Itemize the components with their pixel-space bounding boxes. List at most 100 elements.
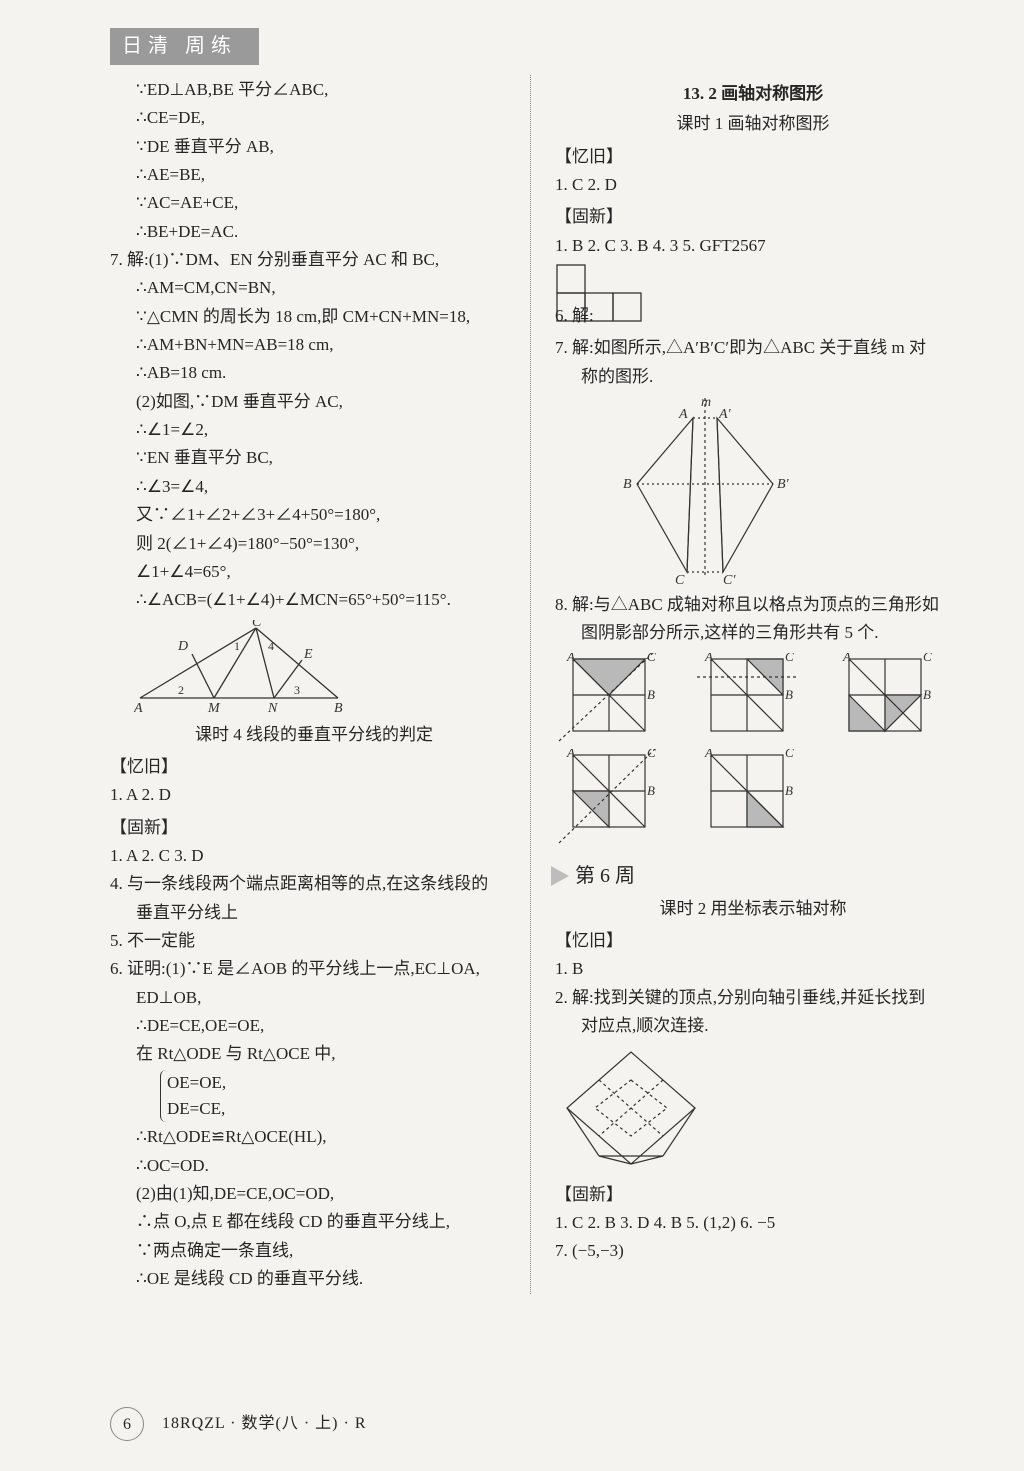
answer-row: 1. A 2. C 3. D — [110, 843, 518, 869]
q6-line: ∵两点确定一条直线, — [136, 1238, 518, 1264]
q7-line: ∴∠3=∠4, — [136, 474, 518, 500]
q4-line: 垂直平分线上 — [136, 900, 518, 926]
answer-row: 1. C 2. B 3. D 4. B 5. (1,2) 6. −5 — [555, 1210, 951, 1236]
svg-text:C: C — [647, 749, 656, 760]
guxin-heading: 【固新】 — [555, 1182, 951, 1208]
left-column: ∵ED⊥AB,BE 平分∠ABC, ∴CE=DE, ∵DE 垂直平分 AB, ∴… — [110, 75, 528, 1294]
week-marker: 第 6 周 — [551, 861, 951, 892]
answer-row: 1. A 2. D — [110, 782, 518, 808]
svg-text:A: A — [678, 407, 688, 422]
svg-text:A: A — [134, 701, 143, 716]
q7-line: (2)如图,∵DM 垂直平分 AC, — [136, 389, 518, 415]
q6-line: ∴DE=CE,OE=OE, — [136, 1013, 518, 1039]
answer-row: 7. (−5,−3) — [555, 1238, 951, 1264]
proof-line: ∵DE 垂直平分 AB, — [136, 134, 518, 160]
grid-tile-row: A C B A C — [555, 653, 951, 743]
lesson2-title: 课时 2 用坐标表示轴对称 — [555, 896, 951, 922]
svg-text:C: C — [785, 653, 794, 664]
q4-line: 4. 与一条线段两个端点距离相等的点,在这条线段的 — [110, 871, 518, 897]
q6-line: ∴OE 是线段 CD 的垂直平分线. — [136, 1266, 518, 1292]
q7-line: 称的图形. — [581, 364, 951, 390]
q6-line: ∴OC=OD. — [136, 1153, 518, 1179]
svg-text:C: C — [923, 653, 932, 664]
column-divider — [530, 75, 531, 1294]
week-label: 第 6 周 — [575, 861, 635, 892]
svg-text:A: A — [704, 653, 713, 664]
svg-text:B′: B′ — [777, 477, 790, 492]
svg-text:B: B — [623, 477, 632, 492]
svg-text:B: B — [923, 687, 931, 702]
guxin-heading: 【固新】 — [110, 815, 518, 841]
grid-tile: A C B — [555, 749, 665, 849]
footer-text: 18RQZL · 数学(八 · 上) · R — [162, 1412, 367, 1437]
grid-tile: A C B — [693, 749, 803, 849]
q6-line: 在 Rt△ODE 与 Rt△OCE 中, — [136, 1041, 518, 1067]
q8-line: 图阴影部分所示,这样的三角形共有 5 个. — [581, 620, 951, 646]
q7-line: 则 2(∠1+∠4)=180°−50°=130°, — [136, 531, 518, 557]
svg-text:m: m — [701, 396, 711, 410]
answer-row: 1. B — [555, 956, 951, 982]
mirror-diagram: m A A′ B B′ C C′ — [615, 396, 951, 586]
page-header: 日清 周练 — [110, 28, 259, 65]
svg-text:1: 1 — [234, 639, 240, 653]
right-column: 13. 2 画轴对称图形 课时 1 画轴对称图形 【忆旧】 1. C 2. D … — [533, 75, 951, 1294]
svg-text:E: E — [303, 647, 313, 662]
svg-text:B: B — [334, 701, 343, 716]
section-title: 13. 2 画轴对称图形 — [555, 81, 951, 107]
q6-line: (2)由(1)知,DE=CE,OC=OD, — [136, 1181, 518, 1207]
svg-text:C: C — [647, 653, 656, 664]
svg-text:A: A — [566, 749, 575, 760]
q7-line: 7. 解:如图所示,△A′B′C′即为△ABC 关于直线 m 对 — [555, 335, 951, 361]
grid-tile: A C B — [555, 653, 665, 743]
grid-tile: A C B — [831, 653, 941, 743]
q7-line: ∠1+∠4=65°, — [136, 559, 518, 585]
proof-line: ∴BE+DE=AC. — [136, 219, 518, 245]
svg-text:A: A — [842, 653, 851, 664]
svg-text:D: D — [177, 639, 188, 654]
answer-row: 1. C 2. D — [555, 172, 951, 198]
q2-line: 对应点,顺次连接. — [581, 1013, 951, 1039]
svg-text:C: C — [785, 749, 794, 760]
q7-line: 又∵∠1+∠2+∠3+∠4+50°=180°, — [136, 502, 518, 528]
proof-line: ∴CE=DE, — [136, 105, 518, 131]
proof-line: ∴AE=BE, — [136, 162, 518, 188]
grid-tile-row: A C B A C B — [555, 749, 951, 849]
svg-text:B: B — [647, 783, 655, 798]
svg-text:2: 2 — [178, 683, 184, 697]
page-footer: 6 18RQZL · 数学(八 · 上) · R — [110, 1407, 367, 1441]
page-number: 6 — [110, 1407, 144, 1441]
proof-line: ∵AC=AE+CE, — [136, 190, 518, 216]
svg-text:B: B — [785, 783, 793, 798]
svg-text:3: 3 — [294, 683, 300, 697]
arrow-icon — [551, 866, 569, 886]
proof-line: ∵ED⊥AB,BE 平分∠ABC, — [136, 77, 518, 103]
q8-line: 8. 解:与△ABC 成轴对称且以格点为顶点的三角形如 — [555, 592, 951, 618]
svg-text:B: B — [785, 687, 793, 702]
svg-text:C: C — [252, 620, 262, 630]
q5-line: 5. 不一定能 — [110, 928, 518, 954]
q6-line: ∴Rt△ODE≌Rt△OCE(HL), — [136, 1124, 518, 1150]
section-subtitle: 课时 1 画轴对称图形 — [555, 111, 951, 137]
q6-header: 6. 证明:(1)∵E 是∠AOB 的平分线上一点,EC⊥OA, — [110, 956, 518, 982]
brace-group: OE=OE, DE=CE, — [160, 1070, 518, 1123]
q6-line: ED⊥OB, — [136, 985, 518, 1011]
yijiu-heading: 【忆旧】 — [555, 928, 951, 954]
svg-text:C′: C′ — [723, 573, 736, 586]
q7-line: ∵EN 垂直平分 BC, — [136, 445, 518, 471]
brace-line: OE=OE, — [167, 1070, 518, 1096]
svg-text:4: 4 — [268, 639, 274, 653]
answer-row: 1. B 2. C 3. B 4. 3 5. GFT2567 — [555, 233, 951, 259]
svg-text:A′: A′ — [718, 407, 732, 422]
brace-line: DE=CE, — [167, 1096, 518, 1122]
yijiu-heading: 【忆旧】 — [110, 754, 518, 780]
grid-tile: A C B — [693, 653, 803, 743]
svg-text:M: M — [207, 701, 221, 716]
diamond-diagram — [561, 1046, 951, 1176]
svg-text:N: N — [267, 701, 278, 716]
svg-text:B: B — [647, 687, 655, 702]
yijiu-heading: 【忆旧】 — [555, 144, 951, 170]
lesson4-title: 课时 4 线段的垂直平分线的判定 — [110, 722, 518, 748]
q7-line: ∴AB=18 cm. — [136, 360, 518, 386]
q7-line: ∵△CMN 的周长为 18 cm,即 CM+CN+MN=18, — [136, 304, 518, 330]
q7-line: ∴AM=CM,CN=BN, — [136, 275, 518, 301]
